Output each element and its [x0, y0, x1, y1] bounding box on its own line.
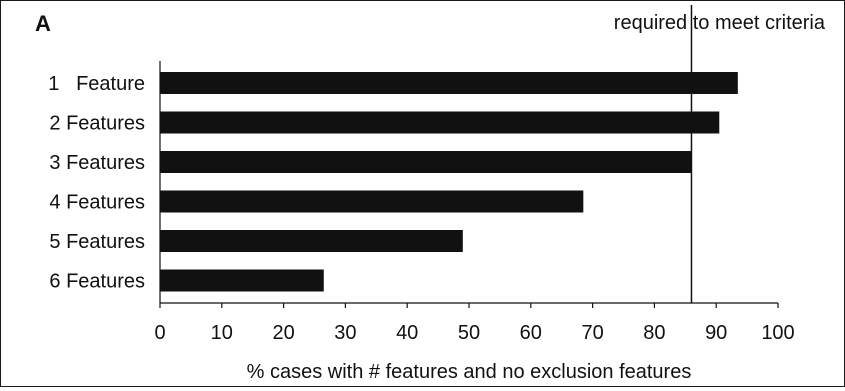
- x-tick-label: 80: [643, 322, 665, 344]
- category-label: 5 Features: [49, 231, 145, 253]
- category-label: 6 Features: [49, 271, 145, 293]
- x-tick-label: 100: [761, 322, 794, 344]
- x-axis-label: % cases with # features and no exclusion…: [247, 361, 692, 383]
- bar: [160, 111, 720, 134]
- bar: [160, 230, 463, 252]
- category-label: 1 Feature: [48, 73, 145, 95]
- reference-line-label: required to meet criteria: [614, 12, 826, 34]
- panel-label: A: [35, 11, 51, 36]
- x-tick-label: 30: [334, 322, 356, 344]
- x-tick-label: 90: [705, 322, 727, 344]
- bar: [160, 72, 738, 94]
- x-tick-label: 40: [396, 322, 418, 344]
- bar: [160, 151, 692, 173]
- x-tick-label: 50: [458, 322, 480, 344]
- category-label: 4 Features: [49, 192, 145, 214]
- x-tick-label: 70: [581, 322, 603, 344]
- x-tick-label: 10: [211, 322, 233, 344]
- bar: [160, 269, 324, 292]
- x-tick-label: 20: [272, 322, 294, 344]
- x-tick-label: 60: [520, 322, 542, 344]
- bar: [160, 190, 584, 213]
- category-label: 2 Features: [49, 113, 145, 135]
- x-tick-label: 0: [154, 322, 165, 344]
- category-label: 3 Features: [49, 152, 145, 174]
